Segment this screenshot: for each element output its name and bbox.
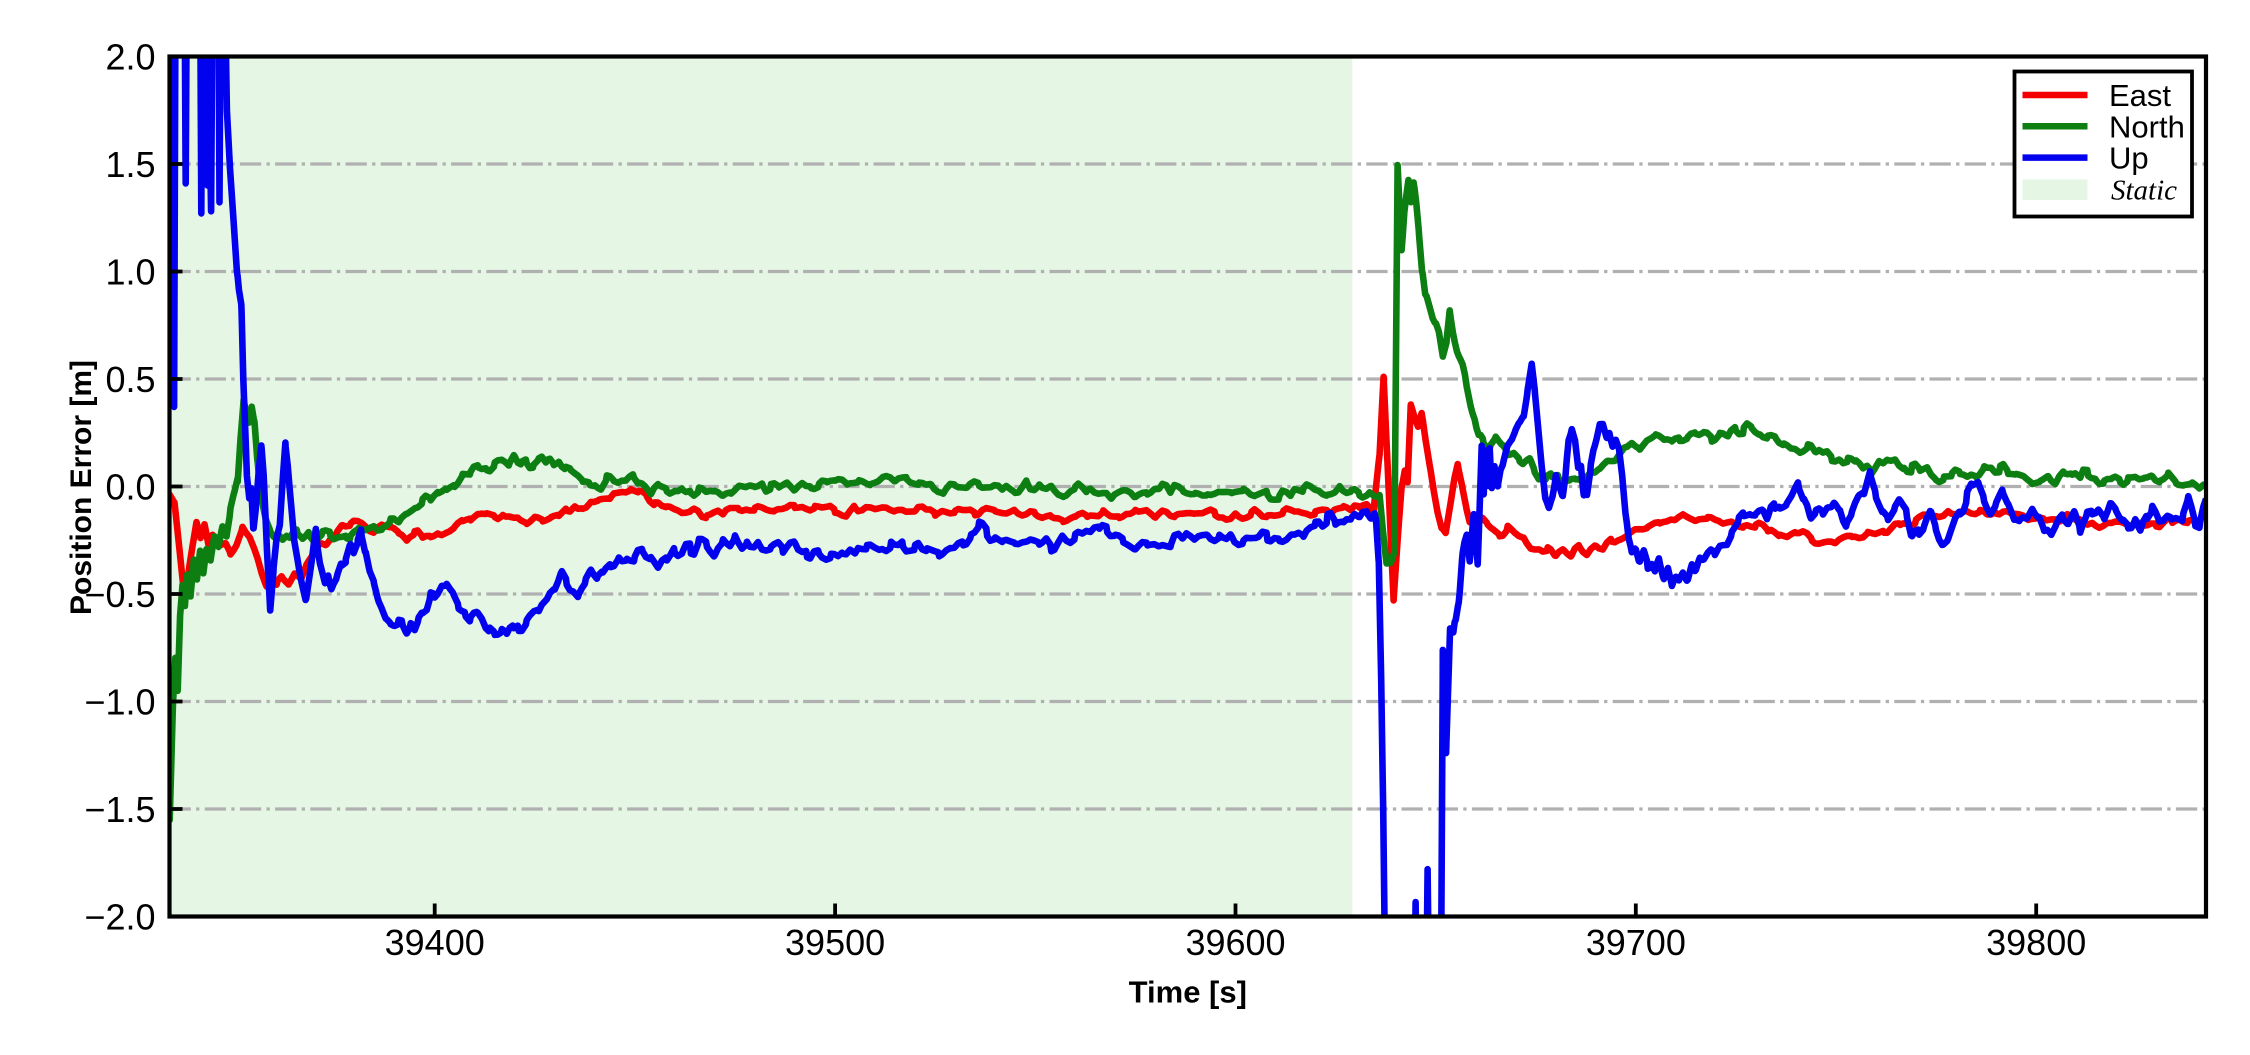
- svg-text:−2.0: −2.0: [84, 896, 155, 937]
- svg-text:East: East: [2109, 78, 2171, 113]
- svg-text:Time [s]: Time [s]: [1129, 975, 1247, 1010]
- svg-text:0.5: 0.5: [105, 359, 155, 400]
- svg-text:39400: 39400: [385, 922, 485, 963]
- svg-text:39700: 39700: [1586, 922, 1686, 963]
- svg-text:Up: Up: [2109, 141, 2149, 176]
- svg-text:−1.0: −1.0: [84, 681, 155, 722]
- svg-text:−1.5: −1.5: [84, 789, 155, 830]
- svg-text:Position Error [m]: Position Error [m]: [65, 360, 98, 615]
- svg-text:1.5: 1.5: [105, 144, 155, 185]
- svg-text:−0.5: −0.5: [84, 574, 155, 615]
- svg-text:39500: 39500: [785, 922, 885, 963]
- svg-text:1.0: 1.0: [105, 251, 155, 292]
- svg-text:Static: Static: [2111, 175, 2177, 207]
- svg-text:39800: 39800: [1986, 922, 2086, 963]
- svg-text:39600: 39600: [1185, 922, 1285, 963]
- svg-text:North: North: [2109, 109, 2185, 144]
- svg-text:2.0: 2.0: [105, 36, 155, 77]
- svg-text:0.0: 0.0: [105, 466, 155, 507]
